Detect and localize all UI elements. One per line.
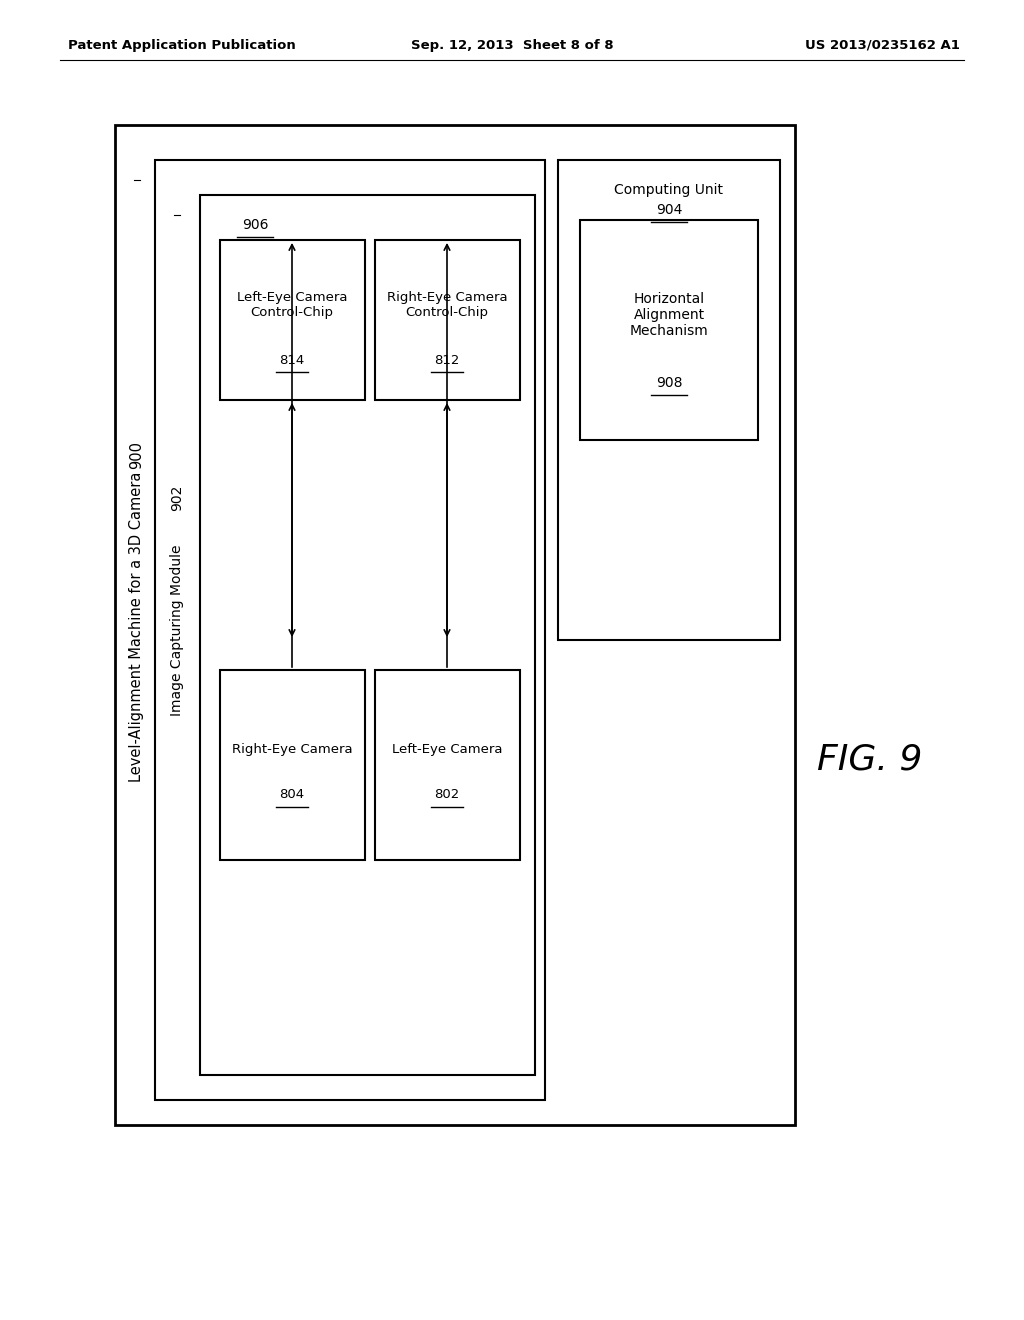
Bar [155, 160, 545, 1100]
Bar [115, 125, 795, 1125]
Text: 814: 814 [280, 354, 304, 367]
Bar [580, 220, 758, 440]
Text: Right-Eye Camera
Control-Chip: Right-Eye Camera Control-Chip [387, 290, 507, 319]
Bar [558, 160, 780, 640]
Text: 812: 812 [434, 354, 460, 367]
Text: 802: 802 [434, 788, 460, 801]
Text: 902: 902 [170, 484, 184, 511]
Text: Horizontal
Alignment
Mechanism: Horizontal Alignment Mechanism [630, 292, 709, 338]
Text: 908: 908 [655, 376, 682, 389]
Text: Right-Eye Camera: Right-Eye Camera [231, 743, 352, 756]
Text: Image Capturing Module: Image Capturing Module [170, 544, 184, 715]
Bar [375, 240, 520, 400]
Bar [200, 195, 535, 1074]
Text: Level-Alignment Machine for a 3D Camera: Level-Alignment Machine for a 3D Camera [129, 467, 144, 783]
Text: 906: 906 [242, 218, 268, 232]
Text: Patent Application Publication: Patent Application Publication [68, 38, 296, 51]
Bar [375, 671, 520, 861]
Text: Left-Eye Camera
Control-Chip: Left-Eye Camera Control-Chip [237, 290, 347, 319]
Text: 900: 900 [129, 441, 144, 469]
Text: US 2013/0235162 A1: US 2013/0235162 A1 [805, 38, 961, 51]
Text: Sep. 12, 2013  Sheet 8 of 8: Sep. 12, 2013 Sheet 8 of 8 [411, 38, 613, 51]
Bar [220, 671, 365, 861]
Text: Left-Eye Camera: Left-Eye Camera [392, 743, 502, 756]
Text: Computing Unit: Computing Unit [614, 183, 724, 197]
Text: FIG. 9: FIG. 9 [817, 743, 923, 777]
Text: 804: 804 [280, 788, 304, 801]
Text: 904: 904 [655, 203, 682, 216]
Bar [220, 240, 365, 400]
